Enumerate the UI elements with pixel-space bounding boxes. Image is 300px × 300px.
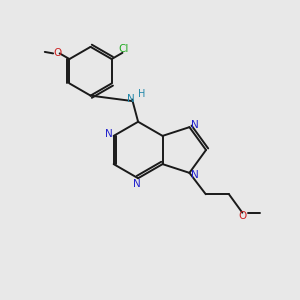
Text: N: N [191, 170, 199, 180]
Text: N: N [133, 178, 140, 189]
Text: Cl: Cl [118, 44, 129, 54]
Text: N: N [127, 94, 135, 104]
Text: N: N [105, 128, 113, 139]
Text: O: O [53, 48, 61, 58]
Text: N: N [191, 120, 199, 130]
Text: O: O [239, 211, 247, 220]
Text: H: H [138, 89, 146, 99]
